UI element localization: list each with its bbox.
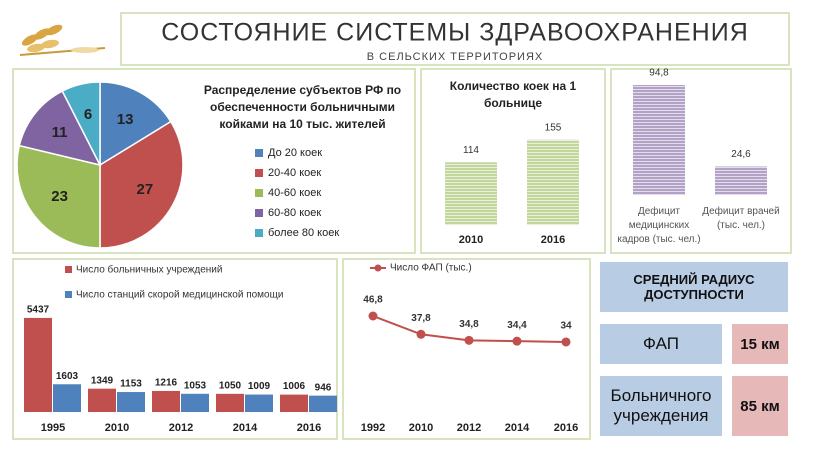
data-label: 1053 — [184, 380, 207, 391]
data-label: 94,8 — [649, 68, 669, 79]
pie-slice — [16, 144, 101, 249]
legend-swatch — [65, 291, 72, 298]
data-label: 155 — [545, 122, 562, 133]
legend-label: более 80 коек — [268, 227, 339, 239]
data-label: 34,4 — [507, 320, 527, 331]
data-label: 13 — [117, 111, 134, 128]
point — [368, 311, 378, 321]
x-tick-label: 2010 — [409, 422, 433, 434]
legend-label: Число станций скорой медицинской помощи — [76, 290, 283, 301]
data-label: 114 — [463, 145, 479, 156]
wheat-icon — [19, 24, 106, 56]
data-label: 37,8 — [411, 313, 431, 324]
bar — [309, 395, 337, 412]
header-panel — [120, 12, 790, 66]
point — [416, 329, 426, 339]
bar — [181, 393, 209, 412]
data-label: 5437 — [27, 305, 50, 316]
legend-label: 20-40 коек — [268, 167, 321, 179]
pie-slice — [61, 81, 101, 166]
data-label: 1153 — [120, 379, 142, 390]
legend-label: До 20 коек — [268, 147, 322, 159]
radius-value: 85 км — [730, 374, 790, 438]
data-label: 34 — [560, 321, 572, 332]
x-tick-label: Дефицит медицинских кадров (тыс. чел.) — [617, 206, 701, 245]
x-tick-label: 2016 — [297, 422, 321, 434]
legend-swatch — [255, 209, 263, 217]
radius-label: ФАП — [598, 322, 724, 366]
data-label: 1009 — [248, 381, 271, 392]
x-tick-label: 2010 — [459, 234, 483, 246]
bar — [280, 394, 308, 412]
legend-label: Число больничных учреждений — [76, 264, 222, 276]
bar-stripes — [445, 162, 497, 225]
x-tick-label: 2016 — [554, 422, 578, 434]
legend-label: Число ФАП (тыс.) — [390, 263, 472, 274]
bar — [245, 394, 273, 412]
x-tick-label: Дефицит врачей (тыс. чел.) — [702, 206, 780, 231]
legend-marker — [374, 264, 382, 272]
x-tick-label: 2014 — [505, 422, 530, 434]
bar — [53, 384, 81, 412]
bar — [88, 388, 116, 412]
fap-panel — [342, 258, 591, 440]
chart-title: Распределение субъектов РФ по обеспеченн… — [203, 83, 402, 131]
bar — [152, 390, 180, 412]
data-label: 46,8 — [363, 295, 383, 306]
data-label: 11 — [52, 124, 68, 141]
pie-slice — [99, 81, 172, 167]
legend-label: 40-60 коек — [268, 187, 321, 199]
radius-label: Больничного учреждения — [598, 374, 724, 438]
data-label: 6 — [84, 106, 92, 123]
bar — [216, 393, 244, 412]
legend-swatch — [255, 189, 263, 197]
data-label: 34,8 — [459, 319, 479, 330]
x-tick-label: 2016 — [541, 234, 565, 246]
legend-swatch — [255, 149, 263, 157]
data-label: 24,6 — [731, 149, 751, 160]
legend-swatch — [255, 229, 263, 237]
page-subtitle: В СЕЛЬСКИХ ТЕРРИТОРИЯХ — [367, 51, 543, 63]
data-label: 27 — [137, 181, 154, 198]
x-tick-label: 2012 — [169, 422, 193, 434]
point — [561, 337, 571, 347]
radius-title: СРЕДНИЙ РАДИУС ДОСТУПНОСТИ — [598, 260, 790, 314]
x-tick-label: 1992 — [361, 422, 385, 434]
bar — [24, 317, 52, 412]
page-title: СОСТОЯНИЕ СИСТЕМЫ ЗДРАВООХРАНЕНИЯ — [161, 19, 749, 47]
data-label: 1006 — [283, 381, 306, 392]
bar-stripes — [715, 166, 767, 195]
chart-title: Количество коек на 1 больнице — [449, 79, 577, 110]
bar-stripes — [527, 139, 579, 225]
bar — [117, 392, 145, 412]
bar-stripes — [633, 85, 685, 195]
radius-value: 15 км — [730, 322, 790, 366]
point — [512, 336, 522, 346]
legend-swatch — [255, 169, 263, 177]
x-tick-label: 2010 — [105, 422, 129, 434]
x-tick-label: 2014 — [233, 422, 258, 434]
data-label: 1050 — [219, 380, 242, 391]
x-tick-label: 2012 — [457, 422, 481, 434]
x-tick-label: 1995 — [41, 422, 65, 434]
legend-label: 60-80 коек — [268, 207, 321, 219]
data-label: 1349 — [91, 375, 114, 386]
data-label: 1216 — [155, 378, 178, 389]
data-label: 946 — [315, 382, 332, 393]
point — [464, 335, 474, 345]
data-label: 23 — [51, 188, 68, 205]
data-label: 1603 — [56, 371, 79, 382]
legend-swatch — [65, 266, 72, 273]
pie-slice — [18, 90, 102, 167]
pie-slice — [99, 120, 184, 249]
